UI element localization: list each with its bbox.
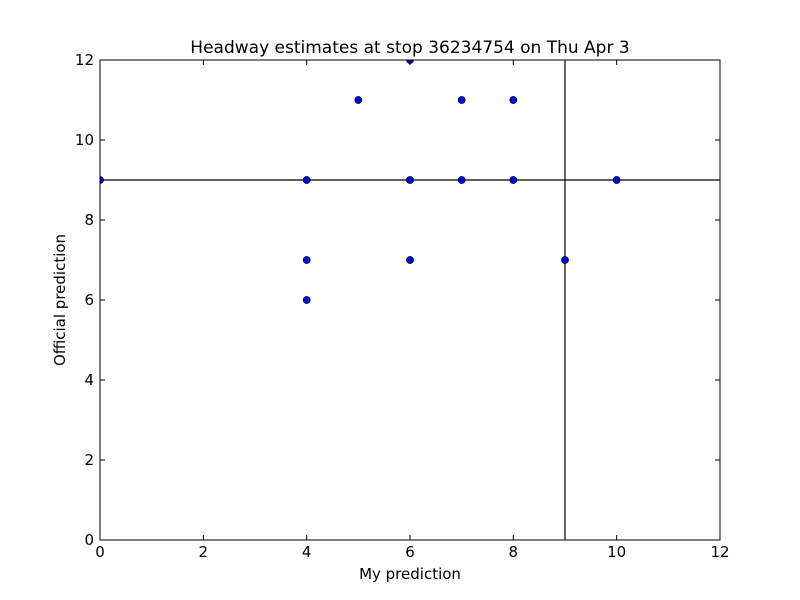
- x-tick-label: 10: [607, 543, 626, 561]
- x-tick-label: 0: [95, 543, 105, 561]
- y-tick-label: 8: [84, 211, 94, 229]
- scatter-point: [302, 296, 311, 304]
- scatter-point: [406, 176, 414, 184]
- chart-title: Headway estimates at stop 36234754 on Th…: [190, 38, 629, 58]
- x-tick-label: 8: [509, 543, 519, 561]
- scatter-point: [100, 176, 104, 184]
- x-tick-label: 6: [405, 543, 415, 561]
- y-tick-label: 12: [75, 51, 94, 69]
- x-tick-label: 2: [199, 543, 209, 561]
- y-tick-label: 10: [75, 131, 94, 149]
- scatter-point: [457, 96, 466, 104]
- scatter-point: [302, 176, 311, 184]
- x-tick-label: 4: [302, 543, 312, 561]
- scatter-point: [561, 256, 569, 264]
- scatter-point: [354, 96, 363, 104]
- x-tick-label: 12: [710, 543, 729, 561]
- scatter-point: [509, 96, 518, 104]
- y-tick-label: 6: [84, 291, 94, 309]
- scatter-point: [457, 176, 466, 184]
- scatter-point: [509, 176, 518, 184]
- plot-area: [100, 60, 720, 540]
- scatter-point: [406, 256, 414, 264]
- y-axis-label: Official prediction: [51, 234, 69, 366]
- y-tick-label: 2: [84, 451, 94, 469]
- x-axis-label: My prediction: [359, 565, 461, 583]
- scatter-point: [302, 256, 311, 264]
- y-tick-label: 0: [84, 531, 94, 549]
- scatter-point: [612, 176, 621, 184]
- y-tick-label: 4: [84, 371, 94, 389]
